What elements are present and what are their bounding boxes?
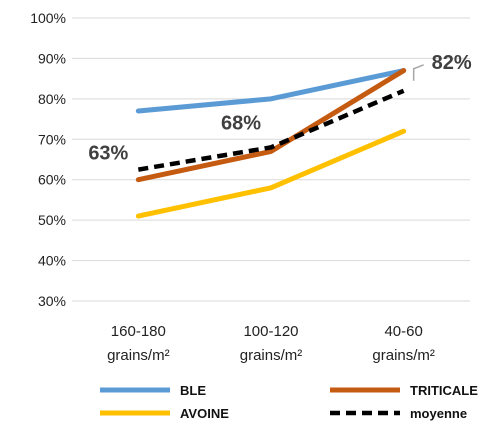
series-line-moyenne: [137, 88, 405, 172]
y-tick-label: 90%: [38, 50, 66, 66]
series-line-triticale: [135, 68, 407, 183]
legend-label: AVOINE: [180, 406, 229, 421]
data-labels: 63% 68% 82%: [88, 52, 472, 165]
legend-item-ble: BLE: [100, 383, 206, 398]
y-tick-label: 50%: [38, 212, 66, 228]
x-tick-label: grains/m²: [107, 347, 170, 364]
y-tick-label: 40%: [38, 253, 66, 269]
y-tick-label: 60%: [38, 172, 66, 188]
data-label: 68%: [221, 112, 261, 134]
series-line-avoine: [135, 128, 407, 219]
legend-item-moyenne: moyenne: [330, 406, 467, 421]
x-tick-label: 100-120: [243, 323, 298, 340]
legend-label: TRITICALE: [410, 383, 478, 398]
legend-label: BLE: [180, 383, 206, 398]
x-tick-label: 40-60: [384, 323, 422, 340]
x-tick-label: 160-180: [111, 323, 166, 340]
x-axis-ticks: 160-180 grains/m² 100-120 grains/m² 40-60 gra…: [107, 323, 435, 364]
y-axis-ticks: 30% 40% 50% 60% 70% 80% 90% 100%: [30, 10, 66, 309]
y-tick-label: 80%: [38, 91, 66, 107]
data-label: 63%: [88, 143, 128, 165]
legend-item-avoine: AVOINE: [100, 406, 229, 421]
x-tick-label: grains/m²: [372, 347, 435, 364]
x-tick-label: grains/m²: [240, 347, 303, 364]
legend-item-triticale: TRITICALE: [330, 383, 478, 398]
gridlines: [72, 17, 470, 302]
data-label: 82%: [432, 52, 472, 74]
y-tick-label: 70%: [38, 131, 66, 147]
series-line-ble: [135, 68, 407, 114]
data-label-leader: [412, 64, 424, 81]
y-tick-label: 100%: [30, 10, 66, 26]
series-lines: [135, 68, 407, 219]
legend: BLE TRITICALE AVOINE moyenne: [100, 383, 478, 421]
y-tick-label: 30%: [38, 293, 66, 309]
legend-label: moyenne: [410, 406, 467, 421]
